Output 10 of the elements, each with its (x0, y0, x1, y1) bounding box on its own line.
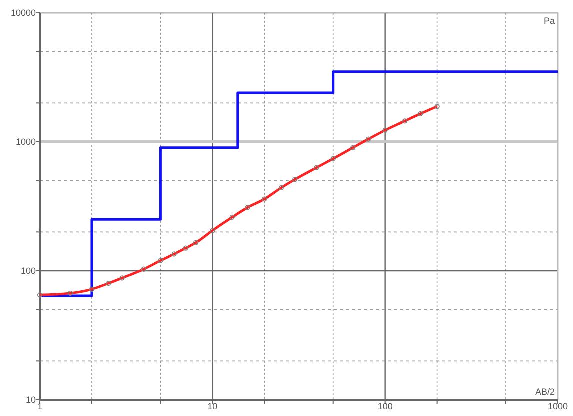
x-tick-label: 1000 (548, 402, 568, 412)
y-tick-label: 10 (26, 394, 36, 405)
x-tick-label: 1 (37, 402, 43, 412)
x-axis-title: AB/2 (535, 387, 555, 397)
x-tick-label: 10 (208, 402, 218, 412)
y-tick-label: 100 (20, 266, 36, 276)
y-tick-label: 10000 (10, 8, 36, 18)
y-tick-label: 1000 (16, 136, 36, 147)
y-axis-title: Pa (544, 16, 555, 26)
x-tick-label: 100 (378, 402, 393, 412)
